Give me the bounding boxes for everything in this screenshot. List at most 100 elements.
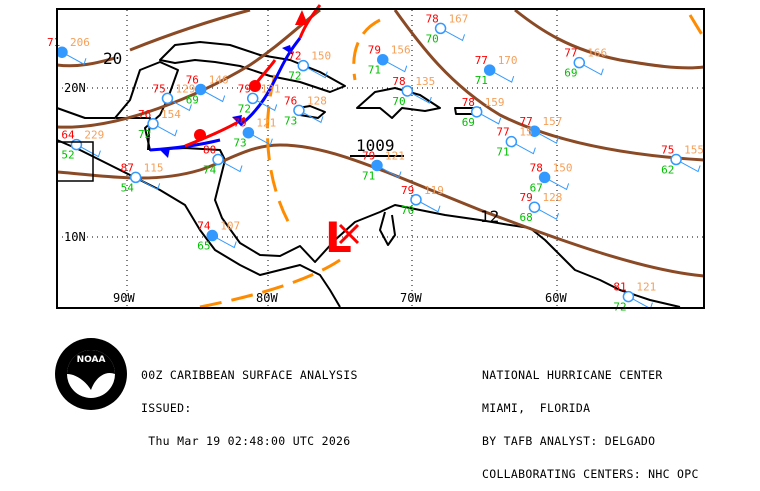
center-location: MIAMI, FLORIDA <box>482 401 591 415</box>
station-circle-icon <box>212 153 224 166</box>
station-pressure: 129 <box>175 82 195 95</box>
station-circle-icon <box>528 201 541 213</box>
station-plot: 87 115 54 <box>121 161 164 194</box>
station-plot: 71 206 <box>47 36 90 65</box>
wind-barb-icon <box>200 89 226 103</box>
collaborating-centers: COLLABORATING CENTERS: NHC OPC <box>482 467 699 481</box>
station-circle-icon <box>242 126 255 139</box>
wind-barb-icon <box>476 111 502 125</box>
station-dewpoint: 69 <box>186 93 199 106</box>
wind-barb-icon <box>534 130 559 144</box>
station-dewpoint: 70 <box>426 32 439 45</box>
low-symbol: L <box>325 213 352 262</box>
station-circle-icon <box>622 290 635 303</box>
station-pressure: 170 <box>498 54 518 67</box>
station-dewpoint: 54 <box>121 181 135 194</box>
station-plot: 78 159 69 <box>462 96 505 129</box>
station-dewpoint: 73 <box>284 114 297 127</box>
station-pressure: 128 <box>542 191 562 204</box>
station-circle-icon <box>206 229 219 242</box>
station-pressure: 119 <box>424 184 444 197</box>
station-temperature: 78 <box>426 12 439 25</box>
station-circle-icon <box>161 92 174 105</box>
station-plot: 77 170 71 <box>475 54 518 87</box>
wind-barb-icon <box>415 199 441 213</box>
station-pressure: 167 <box>449 12 469 25</box>
isobar-labels: 20 1009 12 <box>103 49 499 226</box>
station-dewpoint: 70 <box>401 204 414 217</box>
troughs <box>199 14 706 309</box>
station-pressure: 166 <box>587 47 607 60</box>
station-dewpoint: 71 <box>496 146 509 159</box>
station-temperature: 87 <box>121 161 134 174</box>
station-pressure: 157 <box>542 115 562 128</box>
station-pressure: 150 <box>553 161 573 174</box>
station-pressure: 155 <box>684 144 704 157</box>
wind-barb-icon <box>152 123 178 137</box>
station-circle-icon <box>194 83 207 96</box>
station-pressure: 15 <box>519 126 532 139</box>
isobar-label: 12 <box>480 207 499 226</box>
station-plot: 72 150 72 <box>288 50 331 83</box>
station-pressure: 115 <box>144 161 164 174</box>
isobars <box>56 8 705 278</box>
station-temperature: 76 <box>138 108 151 121</box>
wind-barb-icon <box>376 165 402 179</box>
station-circle-icon <box>470 106 483 118</box>
center-name: NATIONAL HURRICANE CENTER <box>482 368 663 382</box>
station-temperature: 79 <box>519 191 532 204</box>
station-dewpoint: 65 <box>197 240 210 253</box>
station-temperature: 80 <box>203 144 216 157</box>
station-plot: 78 150 67 <box>530 161 573 194</box>
lat-label: 20N <box>64 81 86 95</box>
station-circle-icon <box>246 92 259 105</box>
station-circle-icon <box>377 53 389 66</box>
wind-barb-icon <box>167 97 192 112</box>
product-title: 00Z CARIBBEAN SURFACE ANALYSIS <box>141 368 358 382</box>
station-temperature: 77 <box>564 47 577 60</box>
station-plot: 79 121 73 <box>233 117 276 150</box>
wind-barb-icon <box>382 59 408 73</box>
wind-barb-icon <box>534 206 559 220</box>
lat-label: 10N <box>64 230 86 244</box>
wind-barb-icon <box>407 90 432 104</box>
station-pressure: 131 <box>261 82 281 95</box>
station-dewpoint: 72 <box>238 102 251 115</box>
station-temperature: 78 <box>530 161 543 174</box>
station-temperature: 79 <box>362 149 375 162</box>
wind-barb-icon <box>76 144 101 158</box>
station-temperature: 79 <box>401 184 414 197</box>
station-circle-icon <box>129 171 142 184</box>
station-temperature: 79 <box>238 82 251 95</box>
station-circle-icon <box>528 125 541 137</box>
station-pressure: 121 <box>256 117 276 130</box>
station-temperature: 75 <box>152 82 165 95</box>
wind-barb-icon <box>61 51 87 65</box>
station-dewpoint: 71 <box>368 64 381 77</box>
station-circle-icon <box>297 59 310 72</box>
station-plot: 75 155 62 <box>661 144 704 177</box>
low-pressure-center: L <box>325 213 360 262</box>
cuba <box>159 41 346 93</box>
product-info: 00Z CARIBBEAN SURFACE ANALYSIS ISSUED: T… <box>141 348 358 458</box>
station-pressure: 154 <box>161 108 181 121</box>
station-plot: 75 129 <box>152 82 195 112</box>
station-pressure: 128 <box>307 94 327 107</box>
station-pressure: 229 <box>84 129 104 142</box>
wind-barb-icon <box>544 176 570 191</box>
station-temperature: 77 <box>475 54 488 67</box>
wind-barb-icon <box>303 65 328 79</box>
mexico-central-america-caribbean-coast <box>56 61 681 308</box>
station-plot: 76 146 69 <box>186 73 229 106</box>
station-plot: 79 128 68 <box>519 191 562 224</box>
lon-label: 70W <box>400 291 422 305</box>
svg-text:NOAA: NOAA <box>77 355 106 365</box>
analyst: BY TAFB ANALYST: DELGADO <box>482 434 656 448</box>
station-plot: 79 131 72 <box>238 82 281 115</box>
issued-label: ISSUED: <box>141 401 192 415</box>
station-dewpoint: 72 <box>288 70 301 83</box>
station-circle-icon <box>573 56 586 69</box>
isobar-label: 20 <box>103 49 122 68</box>
station-plot: 78 167 70 <box>426 12 469 45</box>
